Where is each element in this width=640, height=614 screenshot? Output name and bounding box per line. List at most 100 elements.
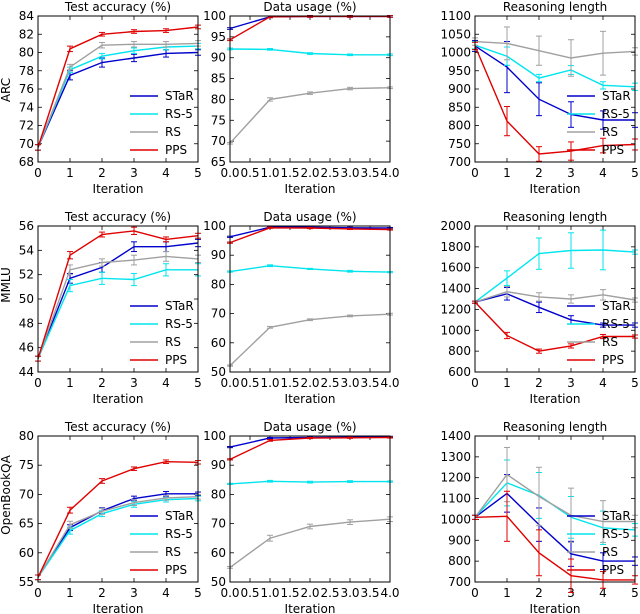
x-tick-label: 1.5 [280,376,299,390]
x-tick-label: 3 [567,376,575,390]
y-tick-label: 75 [19,458,34,472]
y-tick-label: 80 [211,277,226,291]
x-tick-label: 4.0 [380,586,399,600]
y-tick-label: 72 [19,119,34,133]
y-tick-label: 1000 [440,46,471,60]
y-tick-label: 800 [448,344,471,358]
y-tick-label: 700 [448,575,471,589]
x-axis-label: Iteration [530,182,581,196]
x-tick-label: 1.0 [260,166,279,180]
x-axis-label: Iteration [93,182,144,196]
x-tick-label: 1 [66,166,74,180]
legend-label: STaR [165,299,194,313]
x-tick-label: 5 [194,166,202,180]
x-tick-label: 2 [98,166,106,180]
legend-label: PPS [602,563,624,577]
legend-label: PPS [165,143,187,157]
x-tick-label: 5 [631,586,639,600]
x-axis-label: Iteration [93,392,144,406]
series-line [229,480,390,485]
x-tick-label: 0.0 [220,166,239,180]
x-tick-label: 0.0 [220,376,239,390]
x-tick-label: 2 [535,586,543,600]
plot-frame [37,15,199,163]
x-axis-label: Iteration [285,392,336,406]
y-tick-label: 60 [19,546,34,560]
x-axis-label: Iteration [93,602,144,614]
x-tick-label: 2 [535,376,543,390]
y-tick-label: 84 [19,9,34,23]
y-tick-label: 65 [211,155,226,169]
x-tick-label: 2.0 [300,166,319,180]
y-tick-label: 95 [211,30,226,44]
x-tick-label: 4 [599,586,607,600]
x-tick-label: 2.5 [320,166,339,180]
series-line [37,496,199,578]
y-tick-label: 900 [448,82,471,96]
y-tick-label: 750 [448,137,471,151]
row-label-arc: ARC [0,78,13,102]
panel-title: Data usage (%) [263,0,356,14]
x-tick-label: 2.0 [300,586,319,600]
x-tick-label: 0 [471,586,479,600]
series-line [474,492,635,562]
legend: STaR RS-5 RS PPS [567,299,631,367]
y-tick-label: 80 [211,487,226,501]
series-rs-5 [472,41,638,91]
series-line [474,249,636,303]
y-tick-label: 900 [448,533,471,547]
y-tick-label: 60 [211,336,226,350]
series-line [474,290,636,303]
legend-label: RS [602,125,618,139]
series-line [37,460,199,578]
chart-panel-openbookqa-test-accuracy: 55 60 65 70 75 80 0 1 2 3 4 5 Test accuracy (%) Itera… [19,420,202,614]
x-tick-label: 3.5 [360,586,379,600]
legend-label: STaR [165,509,194,523]
legend-label: STaR [602,89,631,103]
series-rs [472,26,638,77]
x-tick-label: 3.0 [340,586,359,600]
x-tick-label: 3 [567,166,575,180]
legend-label: STaR [602,509,631,523]
legend: STaR RS-5 RS PPS [567,89,631,157]
y-tick-label: 700 [448,155,471,169]
series-line [37,230,199,359]
x-tick-label: 3 [130,376,138,390]
y-tick-label: 90 [211,458,226,472]
y-tick-label: 600 [448,365,471,379]
y-tick-label: 85 [211,72,226,86]
series-line [229,227,391,244]
y-tick-label: 56 [19,219,34,233]
x-tick-label: 0 [34,166,42,180]
y-tick-label: 2000 [440,219,471,233]
legend-label: PPS [602,353,624,367]
y-tick-label: 1100 [440,9,471,23]
y-tick-label: 80 [19,429,34,443]
x-tick-label: 5 [631,166,639,180]
x-axis-label: Iteration [530,392,581,406]
y-tick-label: 70 [19,487,34,501]
x-tick-label: 0 [471,376,479,390]
legend-label: RS-5 [165,107,193,121]
x-tick-label: 3.5 [360,376,379,390]
plot-frame [474,225,636,373]
legend-label: RS [165,335,181,349]
y-tick-label: 1300 [440,450,471,464]
legend-label: RS [165,545,181,559]
row-label-openbookqa: OpenBookQA [0,454,13,534]
x-tick-label: 0 [34,586,42,600]
series-rs-5 [227,264,393,274]
y-tick-label: 70 [211,134,226,148]
y-tick-label: 46 [19,341,34,355]
series-pps [227,436,393,461]
panel-title: Data usage (%) [263,420,356,434]
x-tick-label: 2 [98,376,106,390]
x-tick-label: 2 [98,586,106,600]
y-tick-label: 100 [203,219,226,233]
series-line [37,255,199,359]
series-pps [35,226,201,362]
panel-title: Test accuracy (%) [64,420,171,434]
legend: STaR RS-5 RS PPS [130,509,194,577]
series-rs [227,516,393,569]
y-tick-label: 50 [211,575,226,589]
